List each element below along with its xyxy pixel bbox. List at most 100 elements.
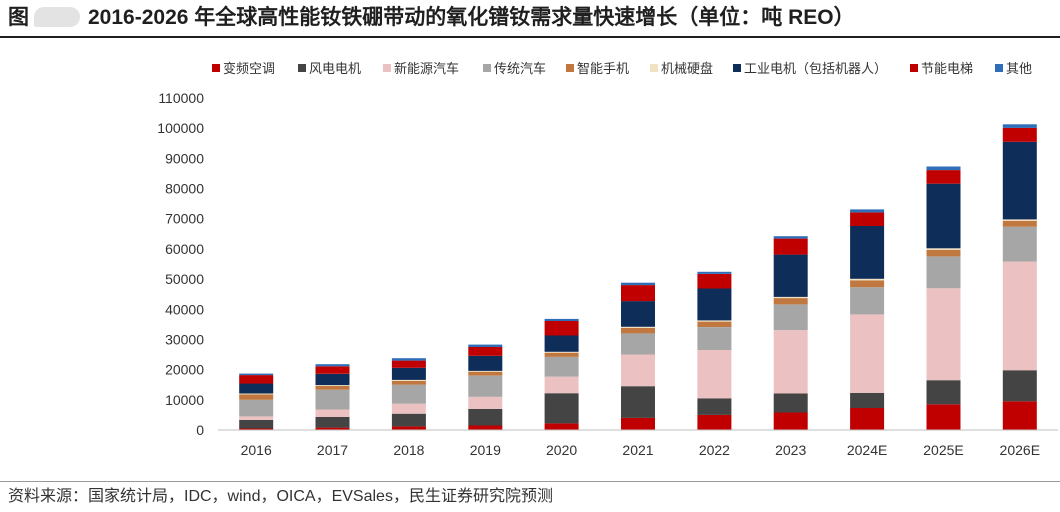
bar-segment bbox=[926, 183, 961, 249]
legend-swatch bbox=[910, 64, 918, 72]
legend-item: 风电电机 bbox=[298, 61, 361, 76]
legend-label: 其他 bbox=[1006, 61, 1032, 76]
legend-swatch bbox=[298, 64, 306, 72]
bar-segment bbox=[544, 351, 579, 353]
bar-stack bbox=[697, 271, 732, 430]
bar-segment bbox=[315, 389, 350, 410]
source-divider bbox=[0, 481, 1060, 482]
bar-stack bbox=[621, 282, 655, 430]
bar-segment bbox=[544, 321, 579, 336]
bar-segment bbox=[926, 256, 961, 289]
legend-label: 智能手机 bbox=[577, 61, 629, 76]
legend-item: 机械硬盘 bbox=[650, 61, 713, 76]
bar-segment bbox=[315, 373, 350, 386]
bar-segment bbox=[239, 416, 274, 420]
legend-item: 传统汽车 bbox=[483, 61, 546, 76]
legend-swatch bbox=[212, 64, 220, 72]
bar-segment bbox=[621, 282, 655, 286]
x-tick-label: 2023 bbox=[775, 442, 806, 458]
legend-swatch bbox=[733, 64, 741, 72]
bar-segment bbox=[773, 393, 808, 413]
bars bbox=[239, 124, 1037, 430]
bar-segment bbox=[697, 274, 732, 289]
legend-item: 工业电机（包括机器人） bbox=[733, 61, 887, 76]
bar-stack bbox=[773, 236, 808, 430]
legend-label: 新能源汽车 bbox=[394, 61, 459, 76]
bar-segment bbox=[315, 409, 350, 417]
bar-segment bbox=[239, 428, 274, 430]
bar-segment bbox=[773, 330, 808, 394]
bar-segment bbox=[697, 327, 732, 350]
bar-segment bbox=[850, 280, 885, 288]
x-tick-label: 2026E bbox=[1000, 442, 1040, 458]
bar-segment bbox=[468, 375, 503, 397]
bar-segment bbox=[239, 420, 274, 429]
figure-header: 图 2016-2026 年全球高性能钕铁硼带动的氧化镨钕需求量快速增长（单位：吨… bbox=[0, 0, 1060, 36]
bar-segment bbox=[697, 271, 732, 274]
bar-segment bbox=[697, 398, 732, 415]
bar-segment bbox=[697, 414, 732, 430]
y-tick-label: 100000 bbox=[157, 120, 204, 136]
y-tick-label: 20000 bbox=[165, 362, 204, 378]
bar-segment bbox=[239, 383, 274, 394]
y-tick-label: 50000 bbox=[165, 271, 204, 287]
bar-segment bbox=[468, 344, 503, 347]
legend-label: 工业电机（包括机器人） bbox=[744, 61, 887, 76]
bar-segment bbox=[468, 355, 503, 371]
bar-segment bbox=[773, 238, 808, 255]
bar-segment bbox=[544, 393, 579, 424]
legend-item: 其他 bbox=[995, 61, 1032, 76]
bar-segment bbox=[697, 350, 732, 399]
bar-segment bbox=[850, 226, 885, 279]
legend-label: 传统汽车 bbox=[494, 61, 546, 76]
bar-segment bbox=[468, 425, 503, 430]
x-tick-label: 2017 bbox=[317, 442, 348, 458]
bar-segment bbox=[391, 379, 426, 381]
bar-segment bbox=[926, 404, 961, 430]
bar-segment bbox=[621, 417, 655, 430]
bar-segment bbox=[315, 417, 350, 428]
bar-segment bbox=[239, 393, 274, 395]
bar-stack bbox=[1002, 124, 1037, 430]
bar-segment bbox=[544, 335, 579, 352]
bar-segment bbox=[239, 394, 274, 400]
title-divider bbox=[0, 36, 1060, 38]
bar-segment bbox=[926, 288, 961, 381]
bar-segment bbox=[544, 357, 579, 377]
bar-segment bbox=[926, 248, 961, 250]
x-tick-label: 2020 bbox=[546, 442, 577, 458]
bar-segment bbox=[1002, 219, 1037, 221]
bar-segment bbox=[773, 296, 808, 299]
chart-title: 2016-2026 年全球高性能钕铁硼带动的氧化镨钕需求量快速增长（单位：吨 R… bbox=[88, 6, 855, 29]
bar-segment bbox=[391, 384, 426, 404]
bar-segment bbox=[773, 412, 808, 430]
bar-segment bbox=[926, 166, 961, 171]
bar-segment bbox=[850, 408, 885, 430]
bar-segment bbox=[926, 249, 961, 257]
bar-segment bbox=[850, 278, 885, 281]
y-tick-label: 30000 bbox=[165, 331, 204, 347]
bar-segment bbox=[1002, 141, 1037, 220]
bar-segment bbox=[773, 304, 808, 331]
bar-segment bbox=[315, 427, 350, 430]
bar-segment bbox=[697, 321, 732, 327]
bar-segment bbox=[391, 426, 426, 430]
bar-segment bbox=[391, 360, 426, 368]
legend-item: 智能手机 bbox=[566, 61, 629, 76]
legend-item: 变频空调 bbox=[212, 61, 275, 76]
bar-segment bbox=[315, 366, 350, 374]
bar-segment bbox=[544, 318, 579, 321]
bar-segment bbox=[850, 212, 885, 226]
bar-segment bbox=[544, 376, 579, 394]
bar-segment bbox=[1002, 124, 1037, 128]
bar-segment bbox=[544, 423, 579, 430]
bar-segment bbox=[239, 375, 274, 384]
bar-segment bbox=[1002, 261, 1037, 371]
legend-swatch bbox=[483, 64, 491, 72]
y-tick-label: 40000 bbox=[165, 301, 204, 317]
figure-label: 图 bbox=[8, 6, 29, 29]
x-tick-label: 2024E bbox=[847, 442, 887, 458]
legend: 变频空调 风电电机 新能源汽车 传统汽车 智能手机 机械硬盘 工业电机（包括机器人） 节能电梯… bbox=[212, 61, 1032, 76]
x-tick-label: 2021 bbox=[622, 442, 653, 458]
bar-segment bbox=[850, 314, 885, 393]
